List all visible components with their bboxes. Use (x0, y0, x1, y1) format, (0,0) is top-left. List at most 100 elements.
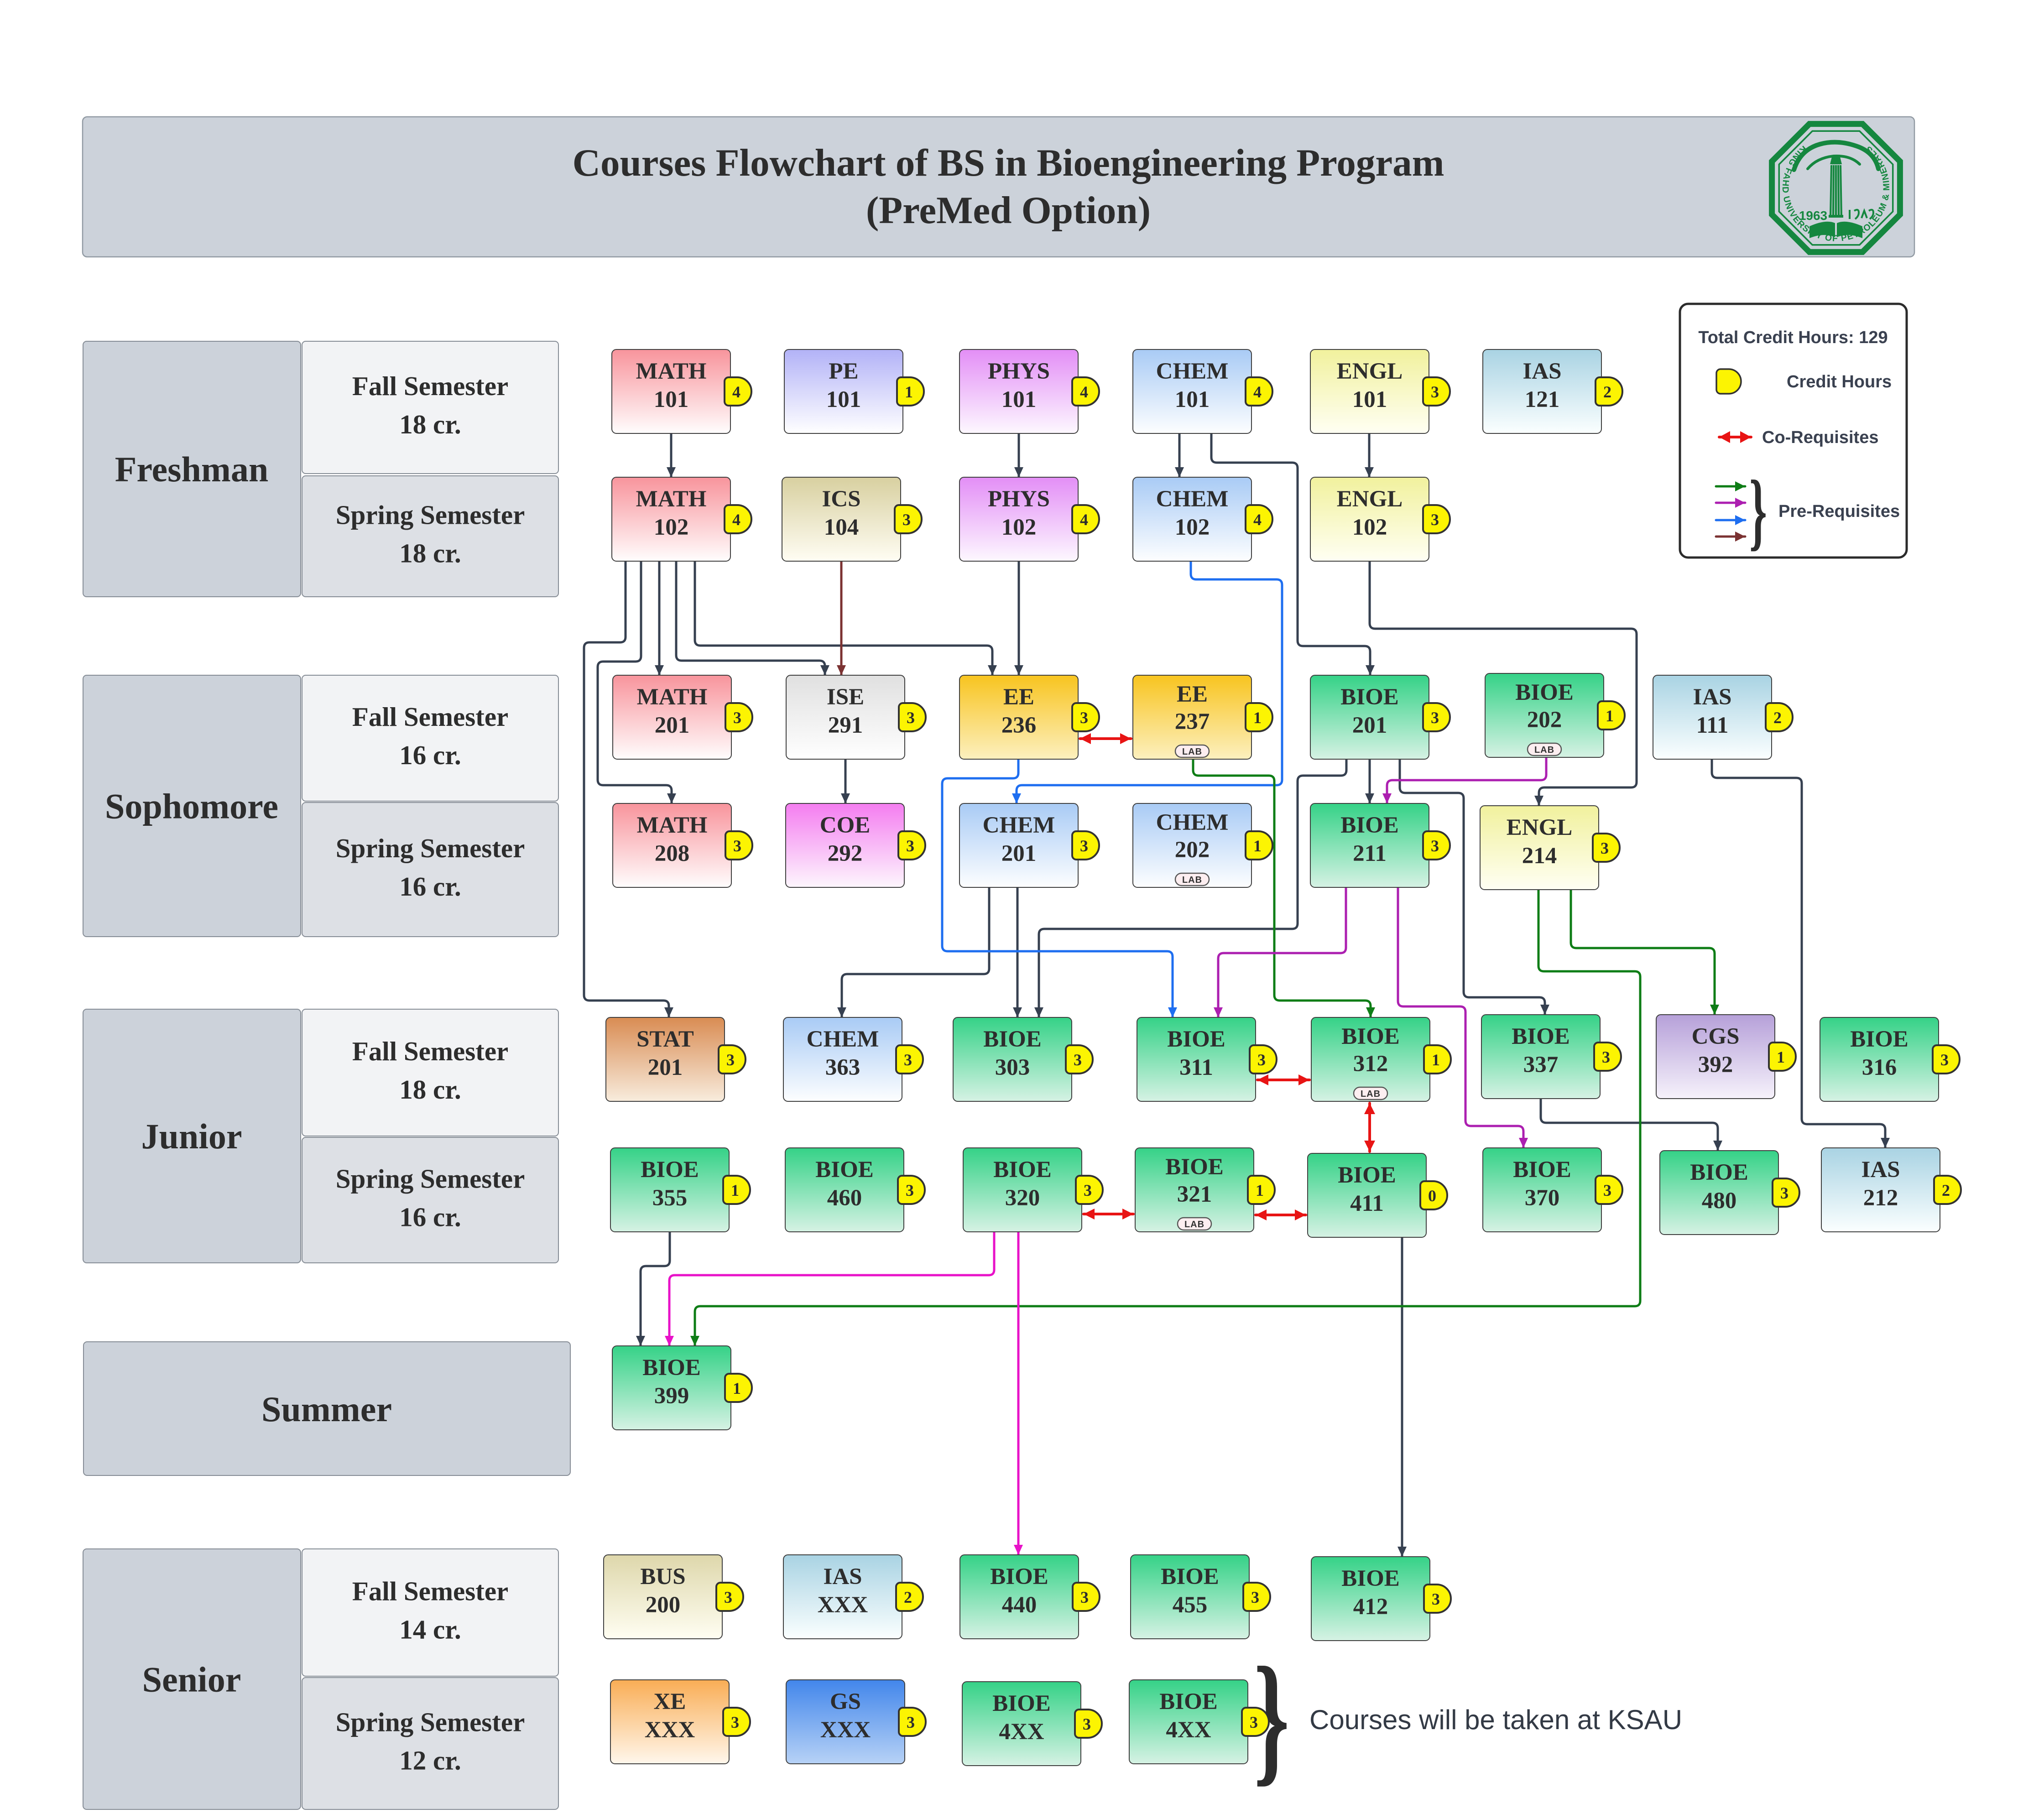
svg-text:EE: EE (1003, 684, 1034, 710)
svg-text:LAB: LAB (1184, 1220, 1204, 1230)
svg-text:101: 101 (1352, 387, 1387, 412)
svg-text:201: 201 (1001, 841, 1037, 866)
svg-text:BIOE: BIOE (983, 1027, 1042, 1052)
svg-text:BIOE: BIOE (1340, 813, 1399, 838)
svg-text:IAS: IAS (823, 1564, 862, 1590)
svg-text:LAB: LAB (1182, 747, 1202, 757)
svg-text:CHEM: CHEM (1156, 486, 1229, 512)
svg-text:BIOE: BIOE (1850, 1027, 1908, 1052)
svg-text:ICS: ICS (822, 486, 860, 512)
svg-text:14 cr.: 14 cr. (399, 1615, 461, 1645)
svg-text:2: 2 (1773, 709, 1782, 727)
svg-text:Credit Hours: Credit Hours (1787, 372, 1892, 391)
svg-text:CHEM: CHEM (983, 813, 1055, 838)
svg-text:102: 102 (1001, 515, 1037, 540)
svg-text:MATH: MATH (637, 684, 708, 710)
svg-text:Spring Semester: Spring Semester (336, 500, 525, 530)
svg-text:320: 320 (1005, 1185, 1040, 1211)
svg-text:1: 1 (905, 383, 913, 401)
svg-text:292: 292 (828, 841, 863, 866)
svg-text:BIOE: BIOE (1167, 1027, 1225, 1052)
svg-text:3: 3 (1432, 1590, 1440, 1608)
svg-text:3: 3 (907, 709, 915, 727)
svg-text:440: 440 (1002, 1592, 1037, 1618)
svg-text:102: 102 (1175, 515, 1210, 540)
svg-text:363: 363 (825, 1055, 860, 1080)
svg-text:3: 3 (1257, 1051, 1266, 1069)
svg-text:3: 3 (906, 1181, 914, 1199)
svg-text:BIOE: BIOE (641, 1157, 699, 1183)
svg-text:202: 202 (1527, 707, 1562, 733)
svg-text:4: 4 (1080, 511, 1088, 529)
svg-text:2: 2 (904, 1588, 912, 1606)
svg-text:3: 3 (906, 837, 914, 855)
svg-text:Senior: Senior (142, 1660, 241, 1699)
svg-text:3: 3 (1080, 837, 1088, 855)
svg-text:3: 3 (733, 837, 741, 855)
svg-text:311: 311 (1179, 1055, 1213, 1080)
svg-text:COE: COE (820, 813, 871, 838)
svg-text:412: 412 (1353, 1594, 1388, 1620)
svg-text:3: 3 (1080, 709, 1088, 727)
svg-text:18 cr.: 18 cr. (399, 1074, 461, 1105)
svg-text:CGS: CGS (1692, 1024, 1740, 1049)
svg-text:(PreMed Option): (PreMed Option) (866, 189, 1151, 232)
svg-text:BIOE: BIOE (1515, 680, 1574, 705)
svg-text:MATH: MATH (636, 486, 707, 512)
svg-text:4: 4 (732, 511, 740, 529)
svg-text:BIOE: BIOE (1512, 1024, 1570, 1049)
svg-text:4: 4 (1080, 383, 1088, 401)
svg-text:4: 4 (732, 383, 740, 401)
svg-text:BIOE: BIOE (1341, 1566, 1400, 1591)
svg-text:XXX: XXX (818, 1592, 868, 1618)
svg-text:Co-Requisites: Co-Requisites (1762, 428, 1878, 447)
svg-text:BUS: BUS (640, 1564, 685, 1590)
svg-text:1: 1 (1253, 837, 1262, 855)
svg-text:3: 3 (724, 1588, 732, 1606)
svg-text:3: 3 (1601, 839, 1609, 857)
svg-text:18 cr.: 18 cr. (399, 409, 461, 439)
svg-text:237: 237 (1175, 709, 1210, 735)
svg-text:Sophomore: Sophomore (105, 787, 278, 826)
svg-text:455: 455 (1173, 1592, 1208, 1618)
svg-text:BIOE: BIOE (1165, 1154, 1224, 1180)
svg-text:208: 208 (655, 841, 690, 866)
svg-text:355: 355 (652, 1185, 688, 1211)
svg-text:Courses will be taken at KSAU: Courses will be taken at KSAU (1309, 1704, 1682, 1735)
svg-text:111: 111 (1696, 713, 1729, 738)
svg-text:399: 399 (654, 1383, 689, 1409)
svg-text:4XX: 4XX (999, 1719, 1044, 1745)
svg-text:LAB: LAB (1361, 1089, 1381, 1099)
svg-text:BIOE: BIOE (1159, 1689, 1218, 1715)
svg-text:102: 102 (654, 515, 689, 540)
svg-text:3: 3 (731, 1713, 739, 1731)
svg-text:3: 3 (907, 1713, 915, 1731)
svg-text:Junior: Junior (141, 1116, 242, 1156)
svg-text:16 cr.: 16 cr. (399, 740, 461, 770)
svg-text:18 cr.: 18 cr. (399, 538, 461, 568)
svg-text:392: 392 (1698, 1052, 1733, 1078)
svg-text:3: 3 (1080, 1588, 1089, 1606)
svg-text:Fall Semester: Fall Semester (352, 1036, 508, 1066)
svg-text:214: 214 (1522, 843, 1557, 869)
svg-text:2: 2 (1942, 1181, 1950, 1199)
svg-text:STAT: STAT (636, 1027, 694, 1052)
svg-text:200: 200 (646, 1592, 681, 1618)
svg-text:460: 460 (827, 1185, 862, 1211)
svg-text:480: 480 (1702, 1188, 1737, 1214)
svg-text:Spring Semester: Spring Semester (336, 1707, 525, 1737)
svg-text:3: 3 (1084, 1181, 1092, 1199)
svg-text:Spring Semester: Spring Semester (336, 1164, 525, 1194)
svg-text:3: 3 (1780, 1184, 1788, 1202)
svg-text:BIOE: BIOE (1341, 1024, 1400, 1049)
svg-text:BIOE: BIOE (1690, 1160, 1748, 1185)
svg-text:101: 101 (1001, 387, 1037, 412)
svg-text:212: 212 (1863, 1185, 1898, 1211)
svg-text:}: } (1749, 463, 1767, 559)
svg-text:3: 3 (726, 1051, 735, 1069)
svg-text:Summer: Summer (261, 1389, 392, 1429)
svg-text:Fall Semester: Fall Semester (352, 371, 508, 401)
svg-text:101: 101 (1175, 387, 1210, 412)
svg-text:BIOE: BIOE (990, 1564, 1048, 1590)
svg-text:BIOE: BIOE (1513, 1157, 1571, 1183)
